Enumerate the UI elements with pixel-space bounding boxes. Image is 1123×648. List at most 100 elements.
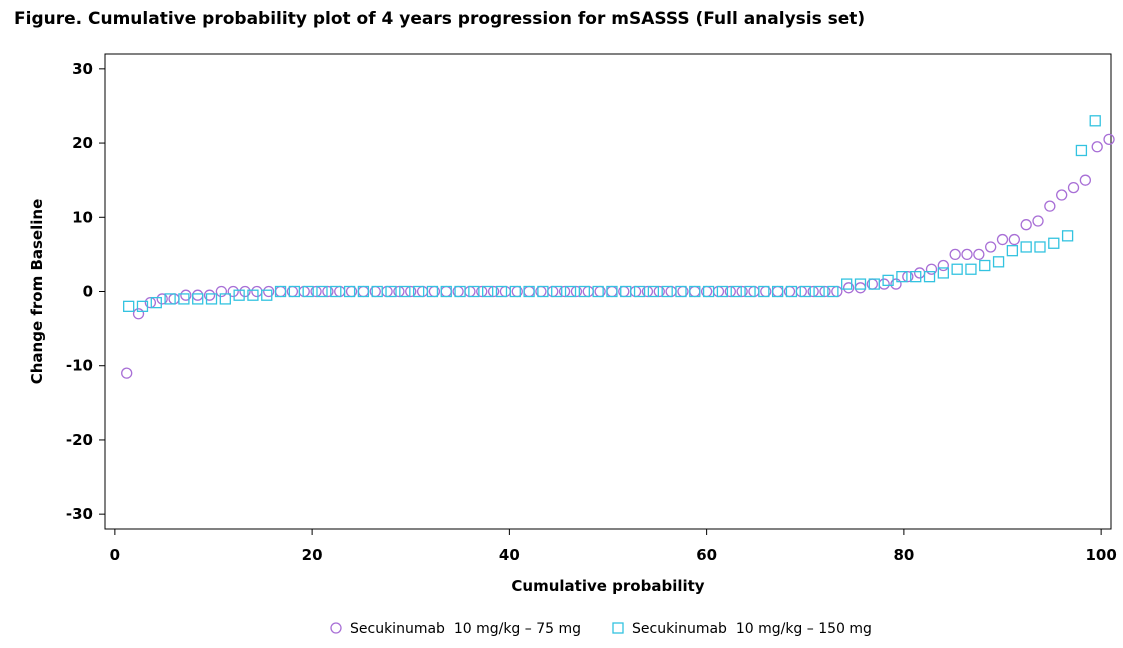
- data-point: [653, 285, 665, 298]
- legend-item-2: Secukinumab 10 mg/kg – 150 mg: [612, 621, 872, 637]
- data-point: [523, 285, 535, 298]
- legend-label: Secukinumab 10 mg/kg – 150 mg: [632, 621, 872, 637]
- data-point: [923, 271, 936, 283]
- data-point: [744, 285, 756, 298]
- data-point: [1020, 241, 1032, 253]
- data-point: [495, 285, 508, 298]
- data-point: [1067, 181, 1080, 194]
- data-point: [813, 285, 825, 298]
- x-tick-label: 60: [696, 546, 717, 564]
- data-point: [730, 285, 742, 298]
- data-point: [310, 285, 322, 298]
- data-point: [689, 285, 701, 298]
- data-point: [136, 300, 149, 312]
- data-point: [302, 285, 314, 298]
- data-point: [620, 285, 632, 298]
- data-point: [890, 278, 902, 290]
- data-point: [949, 248, 961, 261]
- series-2: [123, 115, 1101, 312]
- data-point: [1075, 144, 1088, 157]
- data-point: [426, 285, 439, 298]
- y-tick-label: 20: [72, 134, 93, 152]
- data-point: [937, 267, 949, 279]
- data-point: [647, 285, 660, 298]
- data-point: [910, 271, 922, 283]
- data-point: [1020, 219, 1032, 231]
- data-point: [592, 285, 604, 298]
- data-point: [1006, 245, 1019, 257]
- data-point: [205, 293, 218, 305]
- data-point: [330, 285, 342, 298]
- data-point: [227, 285, 239, 298]
- data-point: [799, 285, 811, 298]
- data-point: [399, 285, 411, 298]
- data-point: [547, 285, 559, 298]
- data-point: [298, 285, 310, 298]
- x-tick-label: 40: [499, 546, 520, 564]
- data-point: [144, 296, 157, 309]
- data-point: [247, 289, 259, 301]
- data-point: [633, 285, 646, 298]
- data-point: [965, 263, 977, 275]
- data-point: [641, 285, 654, 298]
- data-point: [288, 285, 301, 298]
- data-point: [1056, 189, 1068, 201]
- x-tick-label: 100: [1085, 546, 1116, 564]
- data-point: [961, 248, 973, 261]
- data-point: [689, 285, 701, 298]
- y-tick-label: -10: [66, 357, 93, 375]
- data-point: [736, 285, 748, 298]
- data-point: [343, 285, 356, 298]
- data-point: [440, 285, 452, 298]
- data-point: [841, 278, 853, 290]
- data-point: [675, 285, 687, 298]
- data-point: [385, 285, 397, 298]
- data-point: [724, 285, 736, 298]
- data-point: [582, 285, 594, 298]
- data-point: [464, 285, 476, 298]
- data-point: [795, 285, 807, 298]
- data-point: [896, 271, 908, 283]
- data-point: [914, 267, 926, 279]
- data-point: [150, 296, 162, 309]
- data-point: [168, 293, 180, 305]
- data-point: [164, 293, 176, 305]
- x-axis: 0 20 40 60 80 100: [110, 529, 1117, 564]
- data-point: [357, 285, 370, 298]
- data-point: [712, 285, 725, 298]
- data-point: [937, 259, 949, 272]
- data-point: [551, 285, 563, 298]
- data-point: [996, 233, 1009, 246]
- data-point: [758, 285, 770, 298]
- data-point: [868, 278, 880, 290]
- data-point: [951, 263, 963, 275]
- data-point: [925, 263, 938, 275]
- data-point: [476, 285, 488, 298]
- data-point: [393, 285, 405, 298]
- data-point: [843, 282, 855, 294]
- x-tick-label: 20: [302, 546, 323, 564]
- plot-frame: [104, 53, 1112, 530]
- data-point: [454, 285, 466, 298]
- data-point: [1103, 133, 1115, 146]
- data-point: [807, 285, 819, 298]
- data-point: [578, 285, 590, 298]
- data-point: [606, 285, 618, 298]
- data-point: [629, 285, 642, 298]
- data-point: [132, 308, 145, 320]
- data-point: [405, 285, 417, 298]
- data-point: [239, 285, 251, 298]
- x-tick-label: 0: [110, 546, 120, 564]
- data-point: [412, 285, 425, 298]
- data-point: [902, 271, 914, 283]
- data-point: [661, 285, 673, 298]
- data-point: [261, 289, 273, 301]
- y-axis-label: Change from Baseline: [28, 199, 46, 385]
- data-point: [831, 285, 843, 298]
- data-point: [702, 285, 715, 298]
- data-point: [487, 285, 500, 298]
- data-point: [322, 285, 334, 298]
- data-point: [771, 285, 784, 298]
- data-point: [748, 285, 760, 298]
